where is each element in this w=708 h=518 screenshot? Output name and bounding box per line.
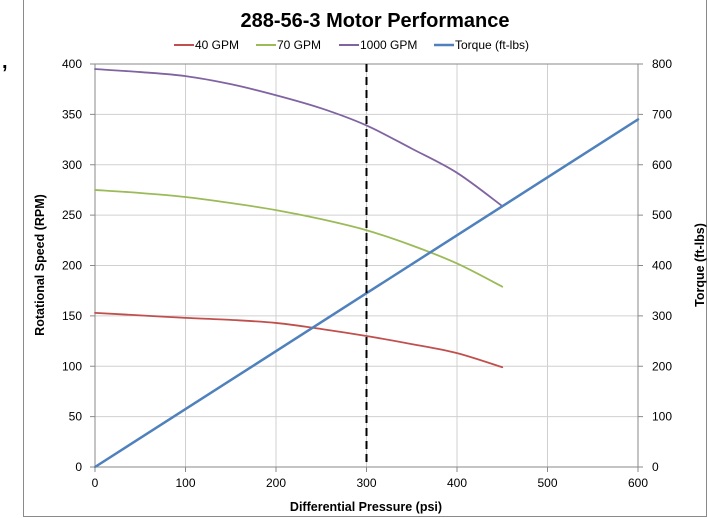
legend-item: 1000 GPM	[339, 38, 417, 52]
y2-tick-label: 800	[652, 57, 672, 71]
x-tick-label: 100	[175, 476, 195, 490]
y-tick-label: 50	[69, 410, 83, 424]
y2-tick-label: 100	[652, 410, 672, 424]
y-tick-label: 150	[62, 309, 82, 323]
x-axis-ticks: 0 100 200 300 400 500 600	[92, 467, 648, 490]
y-tick-label: 0	[75, 460, 82, 474]
y-axis-ticks: 0 50 100 150 200 250 300 350 400	[62, 57, 95, 474]
y2-tick-label: 600	[652, 158, 672, 172]
series-layer	[93, 68, 640, 469]
y2-tick-label: 300	[652, 309, 672, 323]
x-tick-label: 500	[537, 476, 557, 490]
series-line-1	[94, 311, 504, 369]
x-tick-label: 200	[266, 476, 286, 490]
series-line-2	[94, 189, 504, 288]
legend-label: 40 GPM	[195, 38, 239, 52]
legend-label: 70 GPM	[277, 38, 321, 52]
series-line-4	[93, 118, 640, 469]
x-tick-label: 400	[447, 476, 467, 490]
legend: 40 GPM 70 GPM 1000 GPM Torque (ft-lbs)	[174, 38, 529, 52]
y-axis-title: Rotational Speed (RPM)	[33, 194, 47, 336]
legend-item: Torque (ft-lbs)	[434, 38, 529, 52]
y2-axis-ticks: 0 100 200 300 400 500 600 700 800	[638, 57, 672, 474]
stray-comma: ,	[2, 51, 8, 73]
series-line-3	[94, 68, 504, 207]
y2-tick-label: 400	[652, 259, 672, 273]
y2-axis-title: Torque (ft-lbs)	[693, 223, 707, 307]
x-tick-label: 0	[92, 476, 99, 490]
legend-item: 70 GPM	[256, 38, 321, 52]
y2-tick-label: 200	[652, 359, 672, 373]
legend-item: 40 GPM	[174, 38, 239, 52]
legend-label: Torque (ft-lbs)	[455, 38, 529, 52]
y2-tick-label: 0	[652, 460, 659, 474]
legend-label: 1000 GPM	[360, 38, 417, 52]
x-tick-label: 300	[356, 476, 376, 490]
chart-frame	[23, 0, 707, 517]
y-tick-label: 300	[62, 158, 82, 172]
y-tick-label: 400	[62, 57, 82, 71]
y-tick-label: 100	[62, 359, 82, 373]
y-tick-label: 250	[62, 208, 82, 222]
chart-title: 288-56-3 Motor Performance	[241, 10, 510, 32]
y2-tick-label: 700	[652, 107, 672, 121]
x-axis-title: Differential Pressure (psi)	[290, 500, 442, 514]
y-tick-label: 200	[62, 259, 82, 273]
y-tick-label: 350	[62, 107, 82, 121]
y2-tick-label: 500	[652, 208, 672, 222]
x-tick-label: 600	[628, 476, 648, 490]
